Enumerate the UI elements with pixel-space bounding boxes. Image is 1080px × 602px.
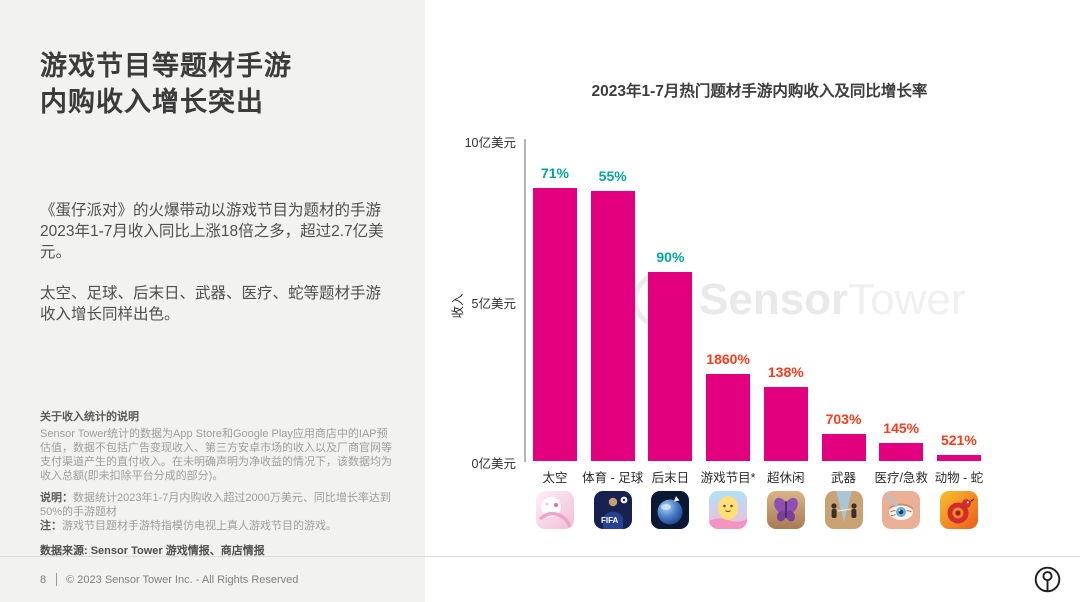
growth-rate-label: 138%	[767, 364, 804, 381]
growth-rate-label: 1860%	[706, 351, 750, 368]
slide-body: 《蛋仔派对》的火爆带动以游戏节目为题材的手游2023年1-7月收入同比上涨18倍…	[40, 200, 388, 345]
slide-title: 游戏节目等题材手游 内购收入增长突出	[40, 48, 292, 120]
page-number: 8	[40, 573, 47, 586]
body-paragraph-2: 太空、足球、后末日、武器、医疗、蛇等题材手游收入增长同样出色。	[40, 285, 382, 323]
revenue-bar	[936, 454, 981, 461]
methodology-notes: 关于收入统计的说明 Sensor Tower统计的数据为App Store和Go…	[40, 410, 392, 558]
revenue-bar	[763, 387, 808, 461]
category-label: 医疗/急救	[874, 471, 928, 485]
left-panel: 游戏节目等题材手游 内购收入增长突出 《蛋仔派对》的火爆带动以游戏节目为题材的手…	[0, 0, 425, 602]
revenue-bar	[879, 443, 924, 461]
footer-text: 8 © 2023 Sensor Tower Inc. - All Rights …	[40, 557, 298, 602]
slide-title-line1: 游戏节目等题材手游	[40, 51, 292, 81]
growth-rate-label: 521%	[940, 431, 977, 448]
growth-rate-label: 90%	[656, 248, 685, 265]
planet-apocalypse-game-icon	[651, 491, 690, 529]
weapon-duel-game-icon	[824, 491, 863, 529]
notes-body: Sensor Tower统计的数据为App Store和Google Play应…	[40, 428, 392, 482]
body-paragraph-1: 《蛋仔派对》的火爆带动以游戏节目为题材的手游2023年1-7月收入同比上涨18倍…	[40, 202, 384, 261]
svg-text:FIFA: FIFA	[601, 516, 619, 525]
notes-heading: 关于收入统计的说明	[40, 411, 139, 423]
butterfly-puzzle-game-icon	[766, 491, 805, 529]
revenue-bar	[533, 188, 577, 461]
copyright-text: © 2023 Sensor Tower Inc. - All Rights Re…	[66, 573, 299, 586]
sensor-tower-logo	[1034, 566, 1061, 593]
category-label: 体育 - 足球	[582, 471, 644, 485]
revenue-bar	[648, 271, 693, 461]
data-source: 数据来源: Sensor Tower 游戏情报、商店情报	[40, 545, 265, 557]
snake-io-game-icon	[939, 491, 978, 529]
category-label: 太空	[542, 471, 568, 485]
note-2-text: 游戏节目题材手游特指模仿电视上真人游戏节目的游戏。	[62, 520, 337, 532]
growth-rate-label: 145%	[883, 420, 920, 437]
anime-space-game-icon	[536, 491, 574, 529]
footer-divider	[56, 573, 58, 586]
growth-rate-label: 55%	[598, 168, 627, 185]
category-label: 游戏节目*	[700, 471, 756, 485]
y-axis-line	[524, 139, 526, 462]
note-1-label: 说明：	[40, 492, 73, 504]
growth-rate-label: 703%	[825, 410, 862, 427]
category-label: 武器	[830, 471, 856, 485]
y-tick-label: 0亿美元	[471, 457, 516, 471]
revenue-bar	[821, 433, 866, 461]
category-label: 动物 - 蛇	[934, 471, 984, 485]
y-tick-label: 5亿美元	[471, 296, 516, 311]
eggy-party-game-icon	[709, 491, 748, 529]
growth-rate-label: 71%	[540, 165, 570, 182]
eye-surgery-game-icon	[882, 491, 921, 529]
note-1: 说明：数据统计2023年1-7月内购收入超过2000万美元、同比增长率达到50%…	[40, 491, 392, 533]
footer: 8 © 2023 Sensor Tower Inc. - All Rights …	[0, 556, 1080, 602]
category-label: 超休闲	[767, 471, 805, 485]
watermark-text: SensorTower	[699, 275, 966, 324]
note-2-label: 注：	[40, 520, 62, 532]
chart-title: 2023年1-7月热门题材手游内购收入及同比增长率	[591, 83, 928, 100]
y-tick-label: 10亿美元	[464, 136, 516, 150]
revenue-bar	[706, 374, 751, 461]
revenue-bar	[590, 191, 635, 461]
fifa-soccer-game-icon: FIFA	[593, 491, 632, 529]
note-1-text: 数据统计2023年1-7月内购收入超过2000万美元、同比增长率达到50%的手游…	[40, 492, 391, 518]
category-label: 后末日	[651, 471, 690, 485]
slide-title-line2: 内购收入增长突出	[40, 87, 264, 117]
